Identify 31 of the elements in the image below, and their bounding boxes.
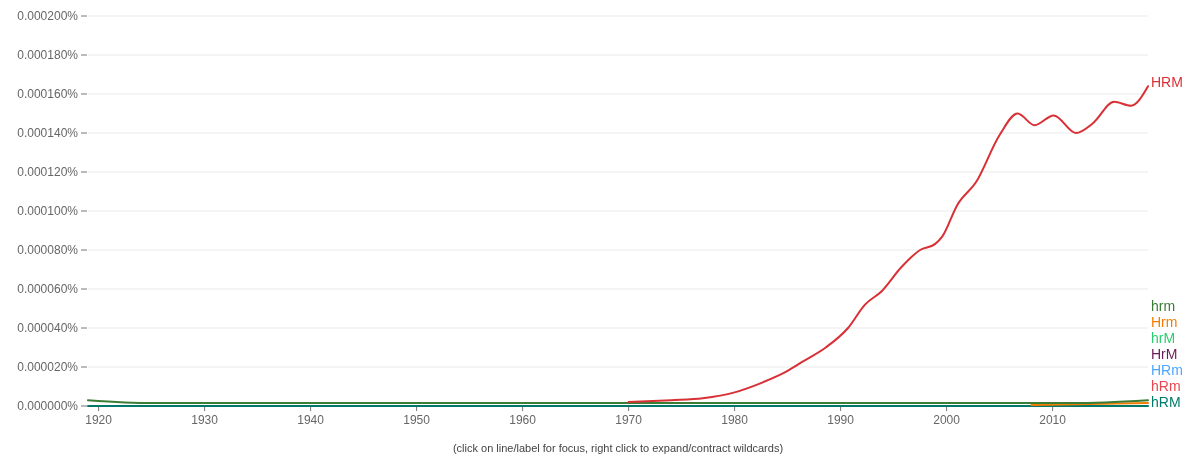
y-tick-label: 0.000120% bbox=[17, 165, 79, 180]
y-tick-label: 0.000040% bbox=[17, 321, 79, 336]
legend-label: HRm bbox=[1151, 361, 1183, 378]
y-tick-label: 0.000160% bbox=[17, 87, 79, 102]
x-tick-label: 1970 bbox=[615, 413, 643, 427]
legend-label: HrM bbox=[1151, 345, 1178, 362]
legend-label: hrM bbox=[1151, 329, 1176, 346]
x-tick-label: 1950 bbox=[403, 413, 431, 427]
text: hrm bbox=[1151, 297, 1176, 314]
x-tick-label: 1930 bbox=[191, 413, 219, 427]
y-tick-label: 0.000000% bbox=[17, 399, 79, 414]
y-tick-label: 0.000200% bbox=[17, 9, 79, 24]
x-tick-label: 1960 bbox=[509, 413, 537, 427]
text: (click on line/label for focus, right click to expand/contract wildcards) bbox=[452, 442, 784, 454]
y-tick-label: 0.000080% bbox=[17, 243, 79, 258]
legend-label: hRm bbox=[1151, 377, 1181, 394]
y-tick-label: 0.000100% bbox=[17, 204, 79, 219]
x-tick-label: 2000 bbox=[933, 413, 961, 427]
x-tick-label: 2010 bbox=[1039, 413, 1067, 427]
y-tick-label: 0.000140% bbox=[17, 126, 79, 141]
y-tick-label: 0.000060% bbox=[17, 282, 79, 297]
series-label: hRM bbox=[1151, 393, 1181, 410]
y-tick-label: 0.000180% bbox=[17, 48, 79, 63]
text: Hrm bbox=[1151, 313, 1178, 330]
series-label: HRM bbox=[1151, 74, 1183, 91]
x-tick-label: 1920 bbox=[85, 413, 113, 427]
x-tick-label: 1980 bbox=[721, 413, 749, 427]
x-tick-label: 1940 bbox=[297, 413, 325, 427]
y-tick-label: 0.000020% bbox=[17, 360, 79, 375]
line-series bbox=[627, 85, 1149, 404]
x-tick-label: 1990 bbox=[827, 413, 855, 427]
